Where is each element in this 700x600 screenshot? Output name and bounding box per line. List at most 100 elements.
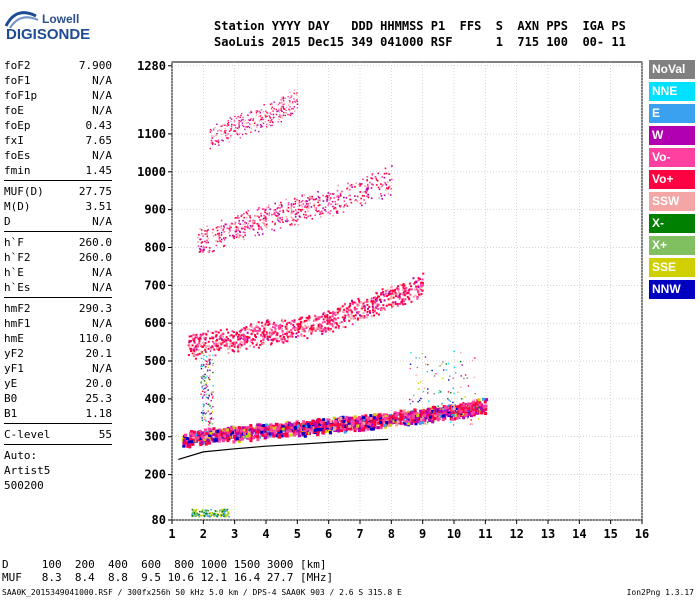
echo-point [253, 122, 256, 124]
echo-point [433, 420, 436, 422]
echo-point [258, 216, 260, 219]
echo-point [191, 344, 194, 347]
param-label: yF2 [4, 347, 24, 360]
echo-point [372, 300, 375, 303]
echo-point [239, 132, 241, 134]
echo-point [240, 227, 243, 230]
echo-point [229, 230, 231, 232]
echo-point [249, 428, 253, 432]
echo-point [395, 417, 399, 421]
echo-point [390, 295, 393, 298]
echo-point [202, 375, 204, 377]
echo-point [214, 434, 218, 438]
echo-point [309, 198, 311, 200]
echo-point [413, 412, 417, 416]
echo-point [222, 139, 224, 142]
echo-point [409, 403, 412, 405]
echo-point [308, 316, 311, 319]
echo-point [209, 417, 212, 420]
echo-point [286, 330, 289, 333]
echo-point [316, 429, 320, 433]
echo-point [393, 416, 397, 420]
echo-point [410, 285, 413, 288]
echo-point [267, 323, 270, 326]
echo-point [270, 329, 273, 332]
echo-point [331, 200, 334, 203]
echo-point [221, 510, 224, 513]
echo-point [225, 436, 229, 440]
echo-point [263, 432, 267, 436]
echo-point [209, 431, 213, 435]
echo-point [202, 514, 204, 517]
echo-point [220, 515, 223, 518]
echo-point [307, 427, 311, 431]
echo-point [269, 103, 272, 106]
echo-point [231, 330, 234, 333]
echo-point [205, 385, 208, 388]
echo-point [209, 147, 212, 150]
echo-point [275, 334, 278, 337]
echo-point [220, 509, 222, 511]
echo-point [252, 345, 255, 348]
echo-point [242, 119, 244, 122]
echo-point [454, 405, 458, 409]
echo-point [208, 378, 211, 381]
echo-point [280, 107, 282, 110]
echo-point [286, 424, 290, 428]
echo-point [285, 334, 288, 337]
echo-point [245, 341, 248, 344]
echo-point [337, 184, 339, 187]
echo-point [203, 404, 205, 406]
echo-point [387, 181, 389, 183]
echo-point [293, 425, 297, 429]
echo-point [385, 304, 388, 307]
echo-point [303, 321, 306, 324]
echo-point [207, 441, 211, 445]
echo-point [217, 226, 219, 228]
echo-point [389, 303, 392, 306]
echo-point [336, 210, 339, 213]
param-value: 20.0 [85, 377, 113, 390]
echo-point [261, 233, 264, 235]
echo-point [398, 421, 402, 425]
echo-point [202, 378, 205, 381]
echo-point [368, 422, 372, 426]
echo-point [313, 424, 317, 428]
echo-point [390, 297, 393, 300]
echo-point [211, 332, 214, 335]
echo-point [345, 203, 348, 205]
echo-point [360, 308, 363, 311]
echo-point [249, 324, 252, 327]
echo-point [250, 110, 252, 113]
echo-point [210, 407, 213, 409]
echo-point [215, 140, 217, 142]
echo-point [290, 204, 293, 207]
echo-point [370, 297, 373, 300]
echo-point [297, 202, 300, 205]
echo-point [264, 435, 268, 439]
echo-point [355, 199, 357, 201]
echo-point [209, 350, 212, 352]
echo-point [321, 330, 324, 333]
echo-point [297, 434, 301, 438]
echo-point [286, 209, 289, 212]
echo-point [317, 190, 319, 193]
echo-point [255, 110, 257, 112]
echo-point [328, 202, 330, 204]
echo-point [210, 346, 213, 349]
echo-point [307, 197, 309, 199]
echo-point [225, 328, 228, 331]
echo-point [255, 329, 258, 332]
echo-point [214, 514, 216, 516]
echo-point [290, 328, 293, 331]
echo-point [270, 107, 273, 110]
param-label: h`Es [4, 281, 31, 294]
echo-point [359, 191, 361, 193]
echo-point [261, 221, 264, 224]
echo-point [341, 305, 344, 308]
echo-point [197, 245, 200, 248]
echo-point [227, 339, 230, 342]
echo-point [254, 121, 257, 124]
echo-point [411, 413, 415, 417]
echo-point [214, 512, 216, 515]
